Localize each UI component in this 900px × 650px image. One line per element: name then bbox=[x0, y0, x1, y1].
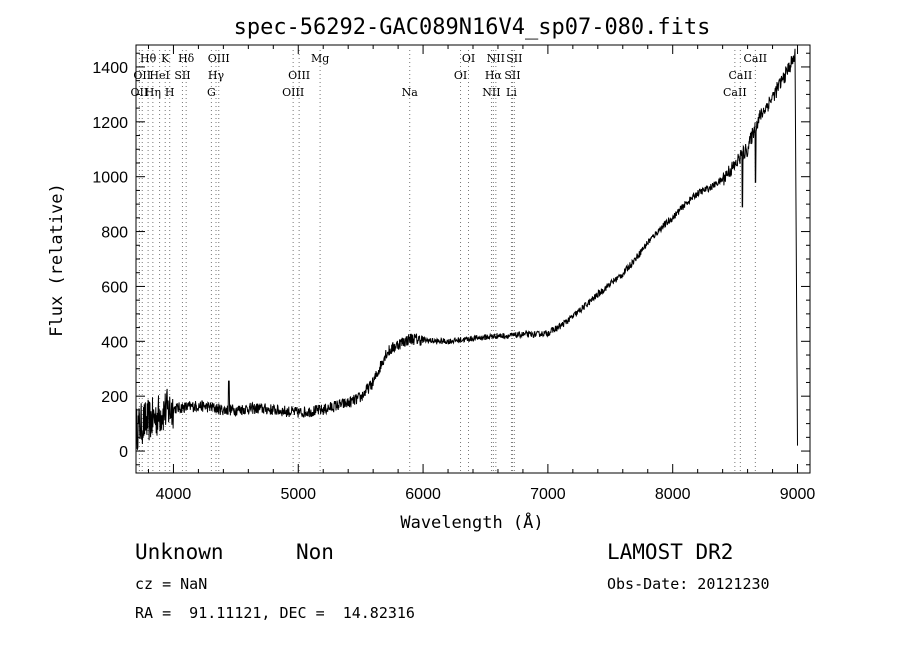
y-tick-label: 0 bbox=[119, 444, 128, 461]
y-tick-label: 200 bbox=[101, 389, 128, 406]
line-marker-label: CaII bbox=[723, 86, 747, 99]
x-tick-label: 4000 bbox=[156, 486, 192, 503]
line-marker-label: Mg bbox=[311, 52, 329, 65]
line-marker-label: Li bbox=[506, 86, 517, 99]
classification-label: Unknown bbox=[135, 540, 224, 564]
x-tick-label: 9000 bbox=[780, 486, 816, 503]
subclass-label: Non bbox=[296, 540, 334, 564]
line-marker-label: OIII bbox=[282, 86, 304, 99]
line-marker-label: Hδ bbox=[178, 52, 195, 65]
line-marker-label: NII bbox=[487, 52, 505, 65]
plot-frame bbox=[135, 44, 811, 474]
x-axis-label: Wavelength (Å) bbox=[400, 511, 543, 533]
spectrum-line bbox=[135, 48, 798, 451]
line-marker-label: Na bbox=[402, 86, 419, 99]
y-tick-label: 1200 bbox=[92, 115, 128, 132]
x-tick-label: 5000 bbox=[280, 486, 316, 503]
y-tick-label: 600 bbox=[101, 279, 128, 296]
line-marker-label: Hγ bbox=[208, 69, 225, 82]
survey-label: LAMOST DR2 bbox=[607, 540, 734, 564]
line-marker-label: NII bbox=[482, 86, 500, 99]
y-tick-label: 1000 bbox=[92, 170, 128, 187]
coordinates-label: RA = 91.11121, DEC = 14.82316 bbox=[135, 604, 415, 622]
obs-date-label: Obs-Date: 20121230 bbox=[607, 575, 770, 593]
y-axis-label: Flux (relative) bbox=[47, 183, 67, 337]
line-marker-label: Hη bbox=[145, 86, 161, 99]
y-tick-label: 1400 bbox=[92, 60, 128, 77]
line-marker-label: OIII bbox=[208, 52, 230, 65]
line-marker-label: SII bbox=[506, 52, 522, 65]
line-marker-labels: OIIOIIHθHηHeIKHSIIHδGHγOIIIOIIIOIIIMgNaO… bbox=[131, 52, 768, 99]
x-axis: 4000 5000 6000 7000 8000 9000 bbox=[147, 45, 816, 503]
line-marker-label: SII bbox=[174, 69, 190, 82]
y-tick-label: 800 bbox=[101, 225, 128, 242]
x-tick-label: 7000 bbox=[530, 486, 566, 503]
line-marker-label: CaII bbox=[729, 69, 753, 82]
line-marker-label: HeI bbox=[149, 69, 169, 82]
line-marker-label: OII bbox=[133, 69, 151, 82]
line-marker-label: K bbox=[161, 52, 170, 65]
x-tick-label: 8000 bbox=[655, 486, 691, 503]
line-marker-label: OI bbox=[462, 52, 475, 65]
line-marker-label: Hα bbox=[485, 69, 503, 82]
line-marker-label: SII bbox=[504, 69, 520, 82]
y-tick-label: 400 bbox=[101, 334, 128, 351]
line-marker-label: H bbox=[165, 86, 175, 99]
chart-title: spec-56292-GAC089N16V4_sp07-080.fits bbox=[234, 15, 711, 40]
x-tick-label: 6000 bbox=[405, 486, 441, 503]
line-marker-label: CaII bbox=[743, 52, 767, 65]
line-marker-label: OII bbox=[131, 86, 149, 99]
y-axis: 0 200 400 600 800 1000 1200 1400 bbox=[92, 52, 810, 466]
line-marker-label: OI bbox=[454, 69, 467, 82]
line-marker-label: G bbox=[207, 86, 216, 99]
line-marker-label: Hθ bbox=[140, 52, 157, 65]
redshift-label: cz = NaN bbox=[135, 575, 208, 593]
line-marker-label: OIII bbox=[288, 69, 310, 82]
